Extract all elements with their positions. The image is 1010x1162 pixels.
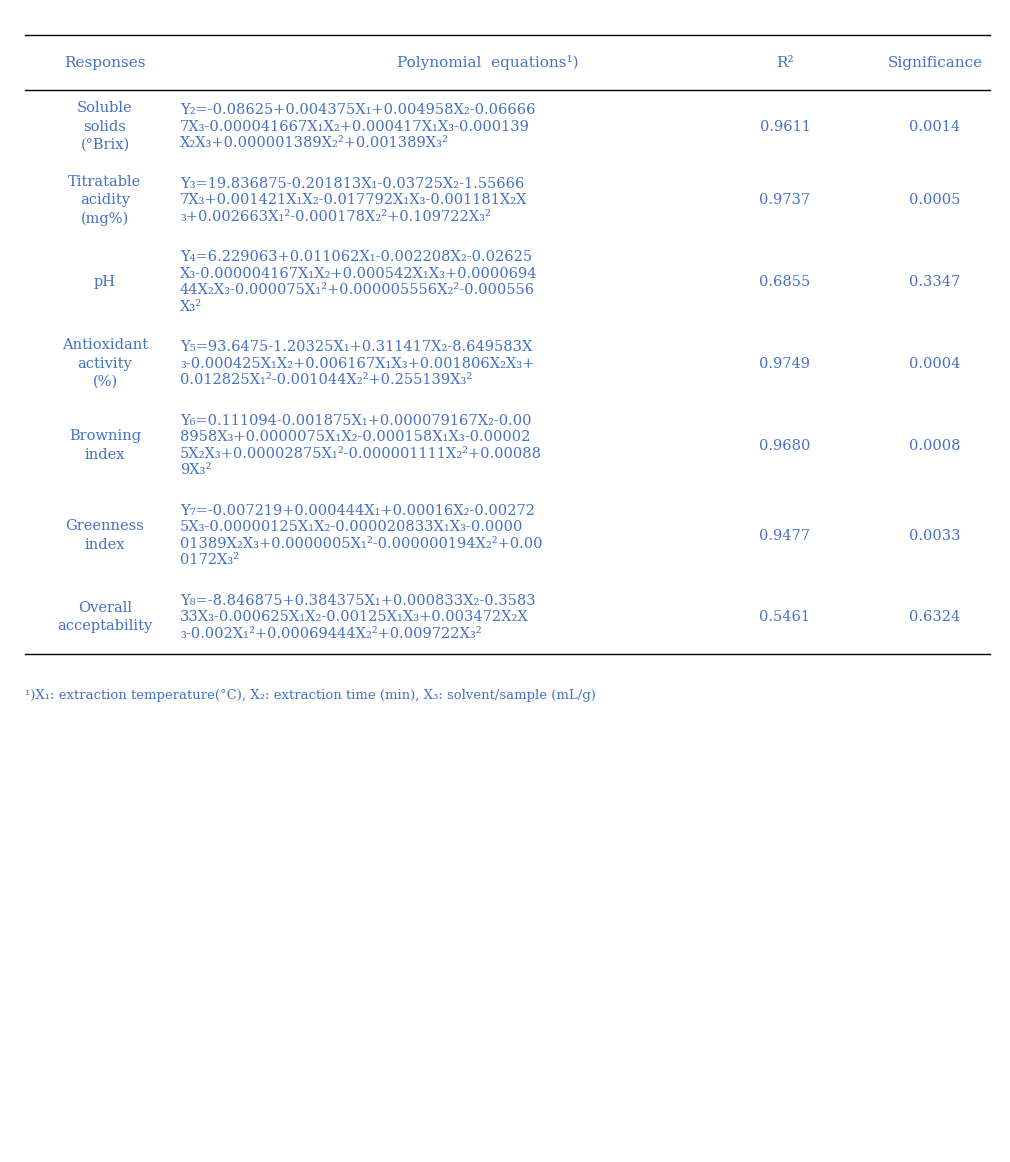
Text: 0.9477: 0.9477 xyxy=(760,529,810,543)
Text: 0.0014: 0.0014 xyxy=(909,120,961,134)
Text: Titratable
acidity
(mg%): Titratable acidity (mg%) xyxy=(69,174,141,225)
Text: Y₇=-0.007219+0.000444X₁+0.00016X₂-0.00272: Y₇=-0.007219+0.000444X₁+0.00016X₂-0.0027… xyxy=(180,504,535,518)
Text: Greenness
index: Greenness index xyxy=(66,519,144,552)
Text: 7X₃-0.000041667X₁X₂+0.000417X₁X₃-0.000139: 7X₃-0.000041667X₁X₂+0.000417X₁X₃-0.00013… xyxy=(180,120,530,134)
Text: 33X₃-0.000625X₁X₂-0.00125X₁X₃+0.003472X₂X: 33X₃-0.000625X₁X₂-0.00125X₁X₃+0.003472X₂… xyxy=(180,610,529,624)
Text: 01389X₂X₃+0.0000005X₁²-0.000000194X₂²+0.00: 01389X₂X₃+0.0000005X₁²-0.000000194X₂²+0.… xyxy=(180,537,542,551)
Text: 0.0033: 0.0033 xyxy=(909,529,961,543)
Text: Antioxidant
activity
(%): Antioxidant activity (%) xyxy=(62,338,148,389)
Text: Y₂=-0.08625+0.004375X₁+0.004958X₂-0.06666: Y₂=-0.08625+0.004375X₁+0.004958X₂-0.0666… xyxy=(180,103,535,117)
Text: 0.0004: 0.0004 xyxy=(909,357,961,371)
Text: ¹)X₁: extraction temperature(°C), X₂: extraction time (min), X₃: solvent/sample : ¹)X₁: extraction temperature(°C), X₂: ex… xyxy=(25,689,596,702)
Text: 0.012825X₁²-0.001044X₂²+0.255139X₃²: 0.012825X₁²-0.001044X₂²+0.255139X₃² xyxy=(180,373,473,387)
Text: 0.9749: 0.9749 xyxy=(760,357,810,371)
Text: 44X₂X₃-0.000075X₁²+0.000005556X₂²-0.000556: 44X₂X₃-0.000075X₁²+0.000005556X₂²-0.0005… xyxy=(180,284,535,297)
Text: ₃-0.002X₁²+0.00069444X₂²+0.009722X₃²: ₃-0.002X₁²+0.00069444X₂²+0.009722X₃² xyxy=(180,626,482,640)
Text: 0.3347: 0.3347 xyxy=(909,275,961,289)
Text: pH: pH xyxy=(94,275,116,289)
Text: Polynomial  equations¹): Polynomial equations¹) xyxy=(397,56,579,71)
Text: 5X₃-0.00000125X₁X₂-0.000020833X₁X₃-0.0000: 5X₃-0.00000125X₁X₂-0.000020833X₁X₃-0.000… xyxy=(180,521,523,535)
Text: Soluble
solids
(°Brix): Soluble solids (°Brix) xyxy=(77,101,132,152)
Text: Overall
acceptability: Overall acceptability xyxy=(58,601,153,633)
Text: 0.9611: 0.9611 xyxy=(760,120,810,134)
Text: 0.9737: 0.9737 xyxy=(760,193,811,207)
Text: 8958X₃+0.0000075X₁X₂-0.000158X₁X₃-0.00002: 8958X₃+0.0000075X₁X₂-0.000158X₁X₃-0.0000… xyxy=(180,430,530,444)
Text: Y₅=93.6475-1.20325X₁+0.311417X₂-8.649583X: Y₅=93.6475-1.20325X₁+0.311417X₂-8.649583… xyxy=(180,340,532,354)
Text: X₃-0.000004167X₁X₂+0.000542X₁X₃+0.0000694: X₃-0.000004167X₁X₂+0.000542X₁X₃+0.000069… xyxy=(180,267,537,281)
Text: 9X₃²: 9X₃² xyxy=(180,464,211,478)
Text: Significance: Significance xyxy=(888,56,983,70)
Text: 0.5461: 0.5461 xyxy=(760,610,810,624)
Text: 0.0005: 0.0005 xyxy=(909,193,961,207)
Text: 0.0008: 0.0008 xyxy=(909,438,961,452)
Text: Browning
index: Browning index xyxy=(69,429,141,461)
Text: Y₆=0.111094-0.001875X₁+0.000079167X₂-0.00: Y₆=0.111094-0.001875X₁+0.000079167X₂-0.0… xyxy=(180,414,531,428)
Text: Y₈=-8.846875+0.384375X₁+0.000833X₂-0.3583: Y₈=-8.846875+0.384375X₁+0.000833X₂-0.358… xyxy=(180,594,535,608)
Text: 0.6855: 0.6855 xyxy=(760,275,811,289)
Text: 0.9680: 0.9680 xyxy=(760,438,811,452)
Text: 5X₂X₃+0.00002875X₁²-0.000001111X₂²+0.00088: 5X₂X₃+0.00002875X₁²-0.000001111X₂²+0.000… xyxy=(180,446,542,461)
Text: Responses: Responses xyxy=(65,56,145,70)
Text: 0172X₃²: 0172X₃² xyxy=(180,553,239,567)
Text: ₃+0.002663X₁²-0.000178X₂²+0.109722X₃²: ₃+0.002663X₁²-0.000178X₂²+0.109722X₃² xyxy=(180,210,491,224)
Text: X₂X₃+0.000001389X₂²+0.001389X₃²: X₂X₃+0.000001389X₂²+0.001389X₃² xyxy=(180,136,448,150)
Text: Y₃=19.836875-0.201813X₁-0.03725X₂-1.55666: Y₃=19.836875-0.201813X₁-0.03725X₂-1.5566… xyxy=(180,177,524,191)
Text: ₃-0.000425X₁X₂+0.006167X₁X₃+0.001806X₂X₃+: ₃-0.000425X₁X₂+0.006167X₁X₃+0.001806X₂X₃… xyxy=(180,357,534,371)
Text: 0.6324: 0.6324 xyxy=(909,610,961,624)
Text: R²: R² xyxy=(777,56,794,70)
Text: 7X₃+0.001421X₁X₂-0.017792X₁X₃-0.001181X₂X: 7X₃+0.001421X₁X₂-0.017792X₁X₃-0.001181X₂… xyxy=(180,193,527,207)
Text: X₃²: X₃² xyxy=(180,300,202,314)
Text: Y₄=6.229063+0.011062X₁-0.002208X₂-0.02625: Y₄=6.229063+0.011062X₁-0.002208X₂-0.0262… xyxy=(180,250,532,264)
